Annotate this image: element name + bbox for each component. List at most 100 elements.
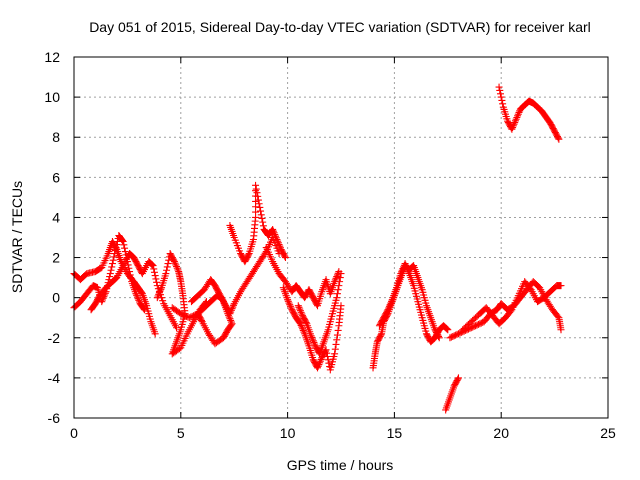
data-point	[402, 261, 410, 269]
series-arc-o	[459, 278, 565, 334]
data-point	[309, 337, 317, 345]
data-point	[514, 112, 522, 120]
data-point	[272, 234, 280, 242]
data-point	[153, 278, 161, 286]
data-point	[110, 253, 118, 261]
data-point	[274, 237, 282, 245]
data-point	[323, 349, 331, 357]
y-tick-label: 10	[44, 89, 60, 105]
data-point	[331, 276, 339, 284]
data-point	[170, 258, 178, 266]
data-point	[227, 306, 235, 314]
data-point	[271, 232, 279, 240]
data-point	[133, 291, 141, 299]
data-point	[106, 270, 114, 278]
data-point	[297, 321, 305, 329]
data-point	[163, 266, 171, 274]
data-point	[153, 294, 161, 302]
data-point	[337, 270, 345, 278]
data-point	[113, 241, 121, 249]
data-point	[314, 364, 322, 372]
data-point	[140, 305, 148, 313]
data-point	[273, 236, 281, 244]
data-point	[287, 304, 295, 312]
data-point	[299, 325, 307, 333]
data-point	[125, 264, 133, 272]
data-point	[507, 307, 515, 315]
data-point	[310, 338, 318, 346]
data-point	[252, 181, 260, 189]
x-tick-label: 0	[70, 425, 78, 441]
data-point	[286, 301, 294, 309]
data-point	[132, 290, 140, 298]
data-point	[334, 326, 342, 334]
data-point	[276, 244, 284, 252]
y-tick-label: -4	[48, 370, 61, 386]
data-point	[333, 273, 341, 281]
data-point	[334, 286, 342, 294]
data-point	[284, 297, 292, 305]
data-point	[281, 254, 289, 262]
data-point	[397, 270, 405, 278]
data-point	[442, 324, 450, 332]
data-point	[315, 361, 323, 369]
x-tick-label: 10	[280, 425, 296, 441]
data-point	[294, 302, 302, 310]
x-tick-label: 20	[493, 425, 509, 441]
data-point	[386, 301, 394, 309]
data-point	[295, 303, 303, 311]
data-point	[496, 86, 504, 94]
data-point	[309, 335, 317, 343]
data-point	[385, 304, 393, 312]
data-point	[510, 120, 518, 128]
data-point	[401, 260, 409, 268]
data-point	[513, 114, 521, 122]
data-point	[121, 244, 129, 252]
data-point	[316, 357, 324, 365]
data-point	[285, 299, 293, 307]
data-point	[171, 259, 179, 267]
data-point	[298, 323, 306, 331]
data-point	[332, 274, 340, 282]
data-point	[151, 330, 159, 338]
data-point	[259, 218, 267, 226]
data-point	[107, 266, 115, 274]
x-tick-label: 5	[177, 425, 185, 441]
data-point	[150, 268, 158, 276]
data-point	[271, 230, 279, 238]
data-point	[308, 333, 316, 341]
data-point	[255, 200, 263, 208]
data-point	[155, 289, 163, 297]
data-point	[111, 250, 119, 258]
data-point	[496, 90, 504, 98]
data-point	[336, 274, 344, 282]
data-point	[111, 247, 119, 255]
x-tick-labels: 0 5 10 15 20 25	[70, 425, 616, 441]
data-point	[140, 306, 148, 314]
data-point	[557, 282, 565, 290]
data-point	[257, 211, 265, 219]
data-point	[511, 119, 519, 127]
y-tick-label: -2	[48, 330, 61, 346]
axis-ticks	[73, 56, 609, 419]
data-point	[257, 207, 265, 215]
chart-title: Day 051 of 2015, Sidereal Day-to-day VTE…	[89, 19, 591, 35]
data-point	[332, 340, 340, 348]
data-point	[150, 265, 158, 273]
data-point	[229, 301, 237, 309]
y-tick-label: -6	[48, 410, 61, 426]
data-point	[324, 356, 332, 364]
data-point	[152, 275, 160, 283]
data-point	[108, 263, 116, 271]
data-point	[336, 278, 344, 286]
y-tick-label: 12	[44, 49, 60, 65]
data-point	[258, 214, 266, 222]
data-point	[333, 294, 341, 302]
data-point	[444, 326, 452, 334]
data-point	[173, 263, 181, 271]
series-arc-i	[279, 284, 345, 374]
data-point	[298, 310, 306, 318]
data-point	[515, 108, 523, 116]
data-point	[254, 196, 262, 204]
